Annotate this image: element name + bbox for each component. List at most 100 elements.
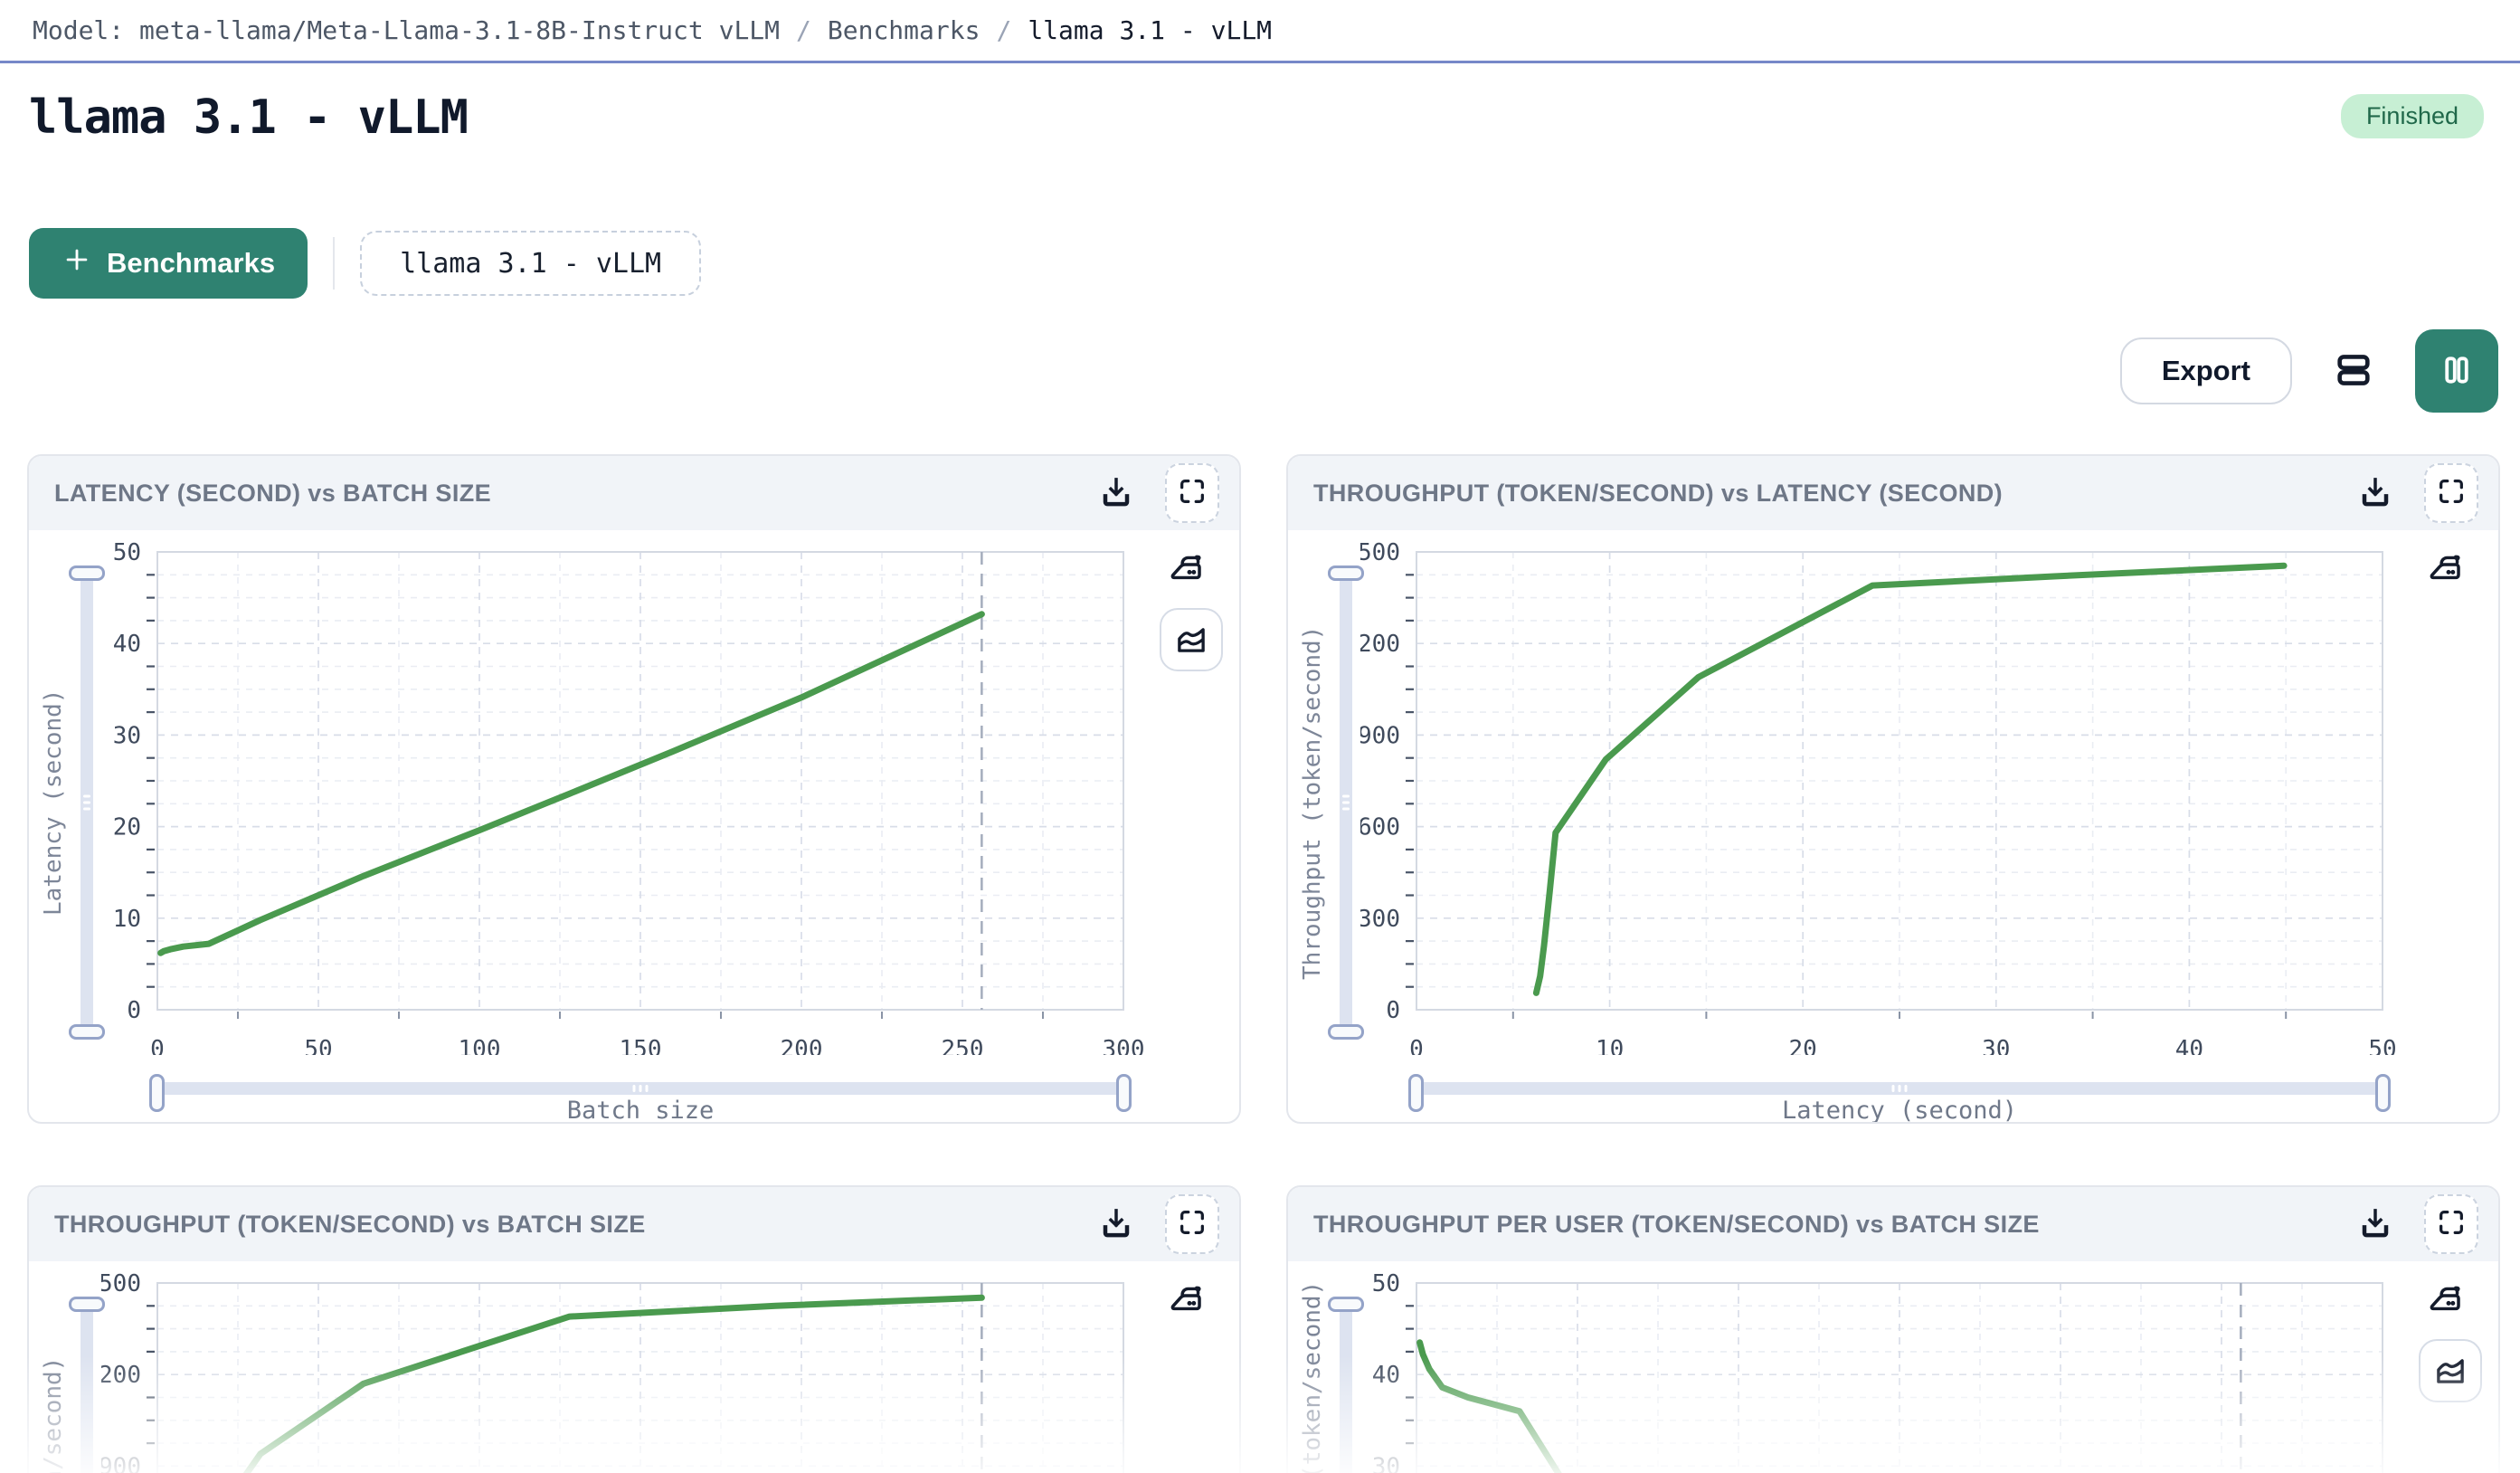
smoothing-iron-button[interactable] (2426, 550, 2468, 592)
svg-text:50: 50 (1372, 1270, 1400, 1297)
chart-panel-2: THROUGHPUT (TOKEN/SECOND) vs LATENCY (SE… (1286, 454, 2500, 1124)
chart-type-button[interactable] (1160, 608, 1223, 671)
svg-text:40: 40 (2175, 1036, 2203, 1055)
x-slider-handle-right[interactable] (2375, 1074, 2391, 1112)
x-slider-handle-left[interactable] (1408, 1074, 1424, 1112)
svg-text:250: 250 (942, 1036, 984, 1055)
smoothing-iron-button[interactable] (1167, 1281, 1208, 1323)
breadcrumb: Model: meta-llama/Meta-Llama-3.1-8B-Inst… (0, 0, 2520, 63)
y-range-slider[interactable] (1326, 565, 1366, 1040)
columns-view-toggle[interactable] (2415, 329, 2498, 413)
svg-text:100: 100 (459, 1036, 501, 1055)
svg-text:1,200: 1,200 (1360, 631, 1400, 658)
x-axis-label: Batch size (566, 1097, 715, 1124)
chart-title: THROUGHPUT (TOKEN/SECOND) vs LATENCY (SE… (1313, 479, 2004, 507)
smoothing-iron-button[interactable] (1167, 550, 1208, 592)
svg-text:1,500: 1,500 (101, 1270, 141, 1297)
fullscreen-button[interactable] (2424, 1194, 2478, 1254)
svg-text:10: 10 (1596, 1036, 1624, 1055)
fullscreen-button[interactable] (2424, 463, 2478, 523)
svg-text:40: 40 (1372, 1362, 1400, 1389)
svg-text:0: 0 (127, 997, 141, 1024)
rows-view-icon (2333, 349, 2374, 394)
y-slider-handle-top[interactable] (69, 565, 105, 581)
columns-view-icon (2439, 353, 2474, 390)
download-chart-button[interactable] (1091, 468, 1142, 518)
svg-text:900: 900 (101, 1453, 141, 1473)
svg-text:20: 20 (113, 814, 141, 841)
svg-text:600: 600 (1360, 814, 1400, 841)
x-axis-footer: Latency (second) (1408, 1074, 2391, 1124)
plot-area[interactable]: 0 300 600 900 1,200 1,500 0 10 20 30 40 50 (1330, 530, 2410, 1063)
y-slider-handle-top[interactable] (1328, 1297, 1364, 1312)
plus-icon (62, 244, 92, 282)
smoothing-iron-button[interactable] (2426, 1281, 2468, 1323)
iron-icon (1168, 1281, 1208, 1324)
y-slider-grip[interactable] (81, 794, 93, 811)
x-slider-grip[interactable] (632, 1082, 649, 1095)
status-badge: Finished (2340, 94, 2484, 138)
add-benchmarks-button[interactable]: Benchmarks (29, 228, 308, 299)
svg-text:40: 40 (113, 631, 141, 658)
fullscreen-icon (2436, 476, 2467, 511)
charts-grid: LATENCY (SECOND) vs BATCH SIZE Latency (s… (0, 454, 2520, 1473)
svg-text:300: 300 (1360, 906, 1400, 933)
x-slider-handle-left[interactable] (149, 1074, 165, 1112)
tab-llama-31-vllm[interactable]: llama 3.1 - vLLM (360, 231, 702, 296)
y-slider-track[interactable] (81, 1305, 93, 1473)
chart-panel-1: LATENCY (SECOND) vs BATCH SIZE Latency (s… (27, 454, 1241, 1124)
y-axis-label: Throughput (token/second) (1299, 625, 1326, 980)
download-chart-button[interactable] (2350, 468, 2401, 518)
chart-panel-4: THROUGHPUT PER USER (TOKEN/SECOND) vs BA… (1286, 1185, 2500, 1473)
chart-body: Throughput (token/second)03006009001,200… (1288, 530, 2498, 1124)
breadcrumb-benchmarks-link[interactable]: Benchmarks (827, 15, 981, 45)
download-chart-button[interactable] (1091, 1199, 1142, 1250)
svg-text:0: 0 (1386, 997, 1400, 1024)
download-icon (1098, 474, 1134, 513)
area-chart-icon (1172, 620, 1210, 660)
y-range-slider[interactable] (67, 565, 107, 1040)
y-slider-handle-bottom[interactable] (69, 1024, 105, 1040)
data-line (1416, 1339, 1562, 1473)
line-chart-canvas: 0 300 600 900 1,200 1,500 0 10 20 30 40 50 (1330, 539, 2397, 1063)
plot-area[interactable]: 03006009001,2001,500050100150200250300 (71, 1261, 1151, 1473)
line-chart-canvas: 0 10 20 30 40 50 0 50 100 150 200 250 300 (113, 539, 1145, 1063)
y-slider-grip[interactable] (1340, 794, 1352, 811)
y-slider-track[interactable] (1340, 1305, 1352, 1473)
svg-text:150: 150 (620, 1036, 662, 1055)
y-slider-handle-bottom[interactable] (1328, 1024, 1364, 1040)
download-chart-button[interactable] (2350, 1199, 2401, 1250)
svg-text:30: 30 (1372, 1453, 1400, 1473)
line-chart-canvas: 03006009001,2001,500050100150200250300 (71, 1270, 1124, 1473)
y-slider-handle-top[interactable] (69, 1297, 105, 1312)
chart-panel-header: THROUGHPUT (TOKEN/SECOND) vs BATCH SIZE (29, 1187, 1239, 1261)
y-slider-handle-top[interactable] (1328, 565, 1364, 581)
chart-type-button[interactable] (2419, 1339, 2482, 1402)
svg-text:30: 30 (1982, 1036, 2010, 1055)
svg-text:200: 200 (781, 1036, 823, 1055)
export-button[interactable]: Export (2119, 337, 2292, 404)
chart-title: LATENCY (SECOND) vs BATCH SIZE (54, 479, 492, 507)
rows-view-toggle[interactable] (2332, 349, 2375, 393)
breadcrumb-separator: / (796, 15, 811, 45)
x-axis-footer: Batch size (149, 1074, 1132, 1124)
x-slider-grip[interactable] (1891, 1082, 1908, 1095)
svg-text:30: 30 (113, 722, 141, 749)
x-slider-handle-right[interactable] (1116, 1074, 1132, 1112)
x-axis-label: Latency (second) (1781, 1097, 2018, 1124)
svg-text:50: 50 (304, 1036, 332, 1055)
svg-text:50: 50 (113, 539, 141, 566)
fullscreen-button[interactable] (1165, 463, 1219, 523)
chart-panel-header: LATENCY (SECOND) vs BATCH SIZE (29, 456, 1239, 530)
add-benchmarks-label: Benchmarks (107, 247, 276, 279)
iron-icon (1168, 550, 1208, 593)
chart-body: Throughput (token/second)03006009001,200… (29, 1261, 1239, 1473)
download-icon (1098, 1205, 1134, 1244)
svg-text:1,200: 1,200 (101, 1362, 141, 1389)
svg-text:0: 0 (1409, 1036, 1424, 1055)
data-line (157, 611, 985, 956)
fullscreen-button[interactable] (1165, 1194, 1219, 1254)
breadcrumb-model-link[interactable]: Model: meta-llama/Meta-Llama-3.1-8B-Inst… (33, 15, 781, 45)
